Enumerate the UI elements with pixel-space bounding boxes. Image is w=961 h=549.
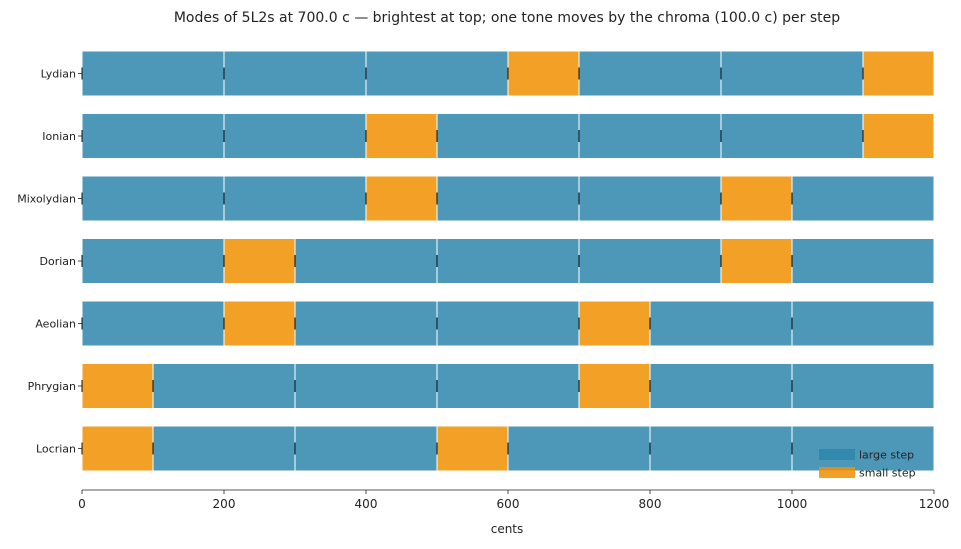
legend-swatch-small (819, 467, 855, 478)
step-segment-large (365, 50, 509, 97)
step-segment-large (294, 363, 438, 409)
legend: large step small step (819, 449, 916, 480)
x-tick-label: 1200 (919, 497, 950, 511)
mode-label: Phrygian (28, 380, 76, 393)
chart-title: Modes of 5L2s at 700.0 c — brightest at … (174, 10, 840, 26)
x-tick-label: 200 (213, 497, 236, 511)
step-segment-large (81, 113, 225, 159)
mode-row-ionian: Ionian (42, 113, 935, 159)
step-segment-small (81, 363, 154, 409)
mode-label: Aeolian (35, 318, 76, 331)
mode-label: Locrian (36, 443, 76, 456)
step-segment-small (720, 238, 793, 284)
step-segment-small (81, 425, 154, 472)
mode-row-dorian: Dorian (40, 238, 935, 284)
mode-row-mixolydian: Mixolydian (17, 175, 935, 222)
step-segment-large (152, 363, 296, 409)
step-segment-large (223, 175, 367, 222)
step-segment-large (294, 300, 438, 347)
step-segment-large (649, 300, 793, 347)
step-segment-large (578, 238, 722, 284)
mode-label: Lydian (41, 68, 76, 81)
step-segment-large (81, 300, 225, 347)
step-segment-small (862, 50, 935, 97)
step-segment-large (436, 363, 580, 409)
step-segment-large (791, 363, 935, 409)
mode-row-aeolian: Aeolian (35, 300, 935, 347)
step-segment-large (223, 113, 367, 159)
step-segment-large (791, 238, 935, 284)
step-segment-large (649, 425, 793, 472)
step-segment-large (223, 50, 367, 97)
x-tick-label: 800 (639, 497, 662, 511)
mode-row-lydian: Lydian (41, 50, 935, 97)
step-segment-small (578, 300, 651, 347)
x-axis-label: cents (491, 522, 524, 536)
step-segment-small (436, 425, 509, 472)
step-segment-large (294, 238, 438, 284)
mode-row-locrian: Locrian (36, 425, 935, 472)
x-tick-label: 1000 (777, 497, 808, 511)
x-axis: 0 200 400 600 800 1000 1200 (78, 489, 950, 511)
step-segment-small (507, 50, 580, 97)
step-segment-large (152, 425, 296, 472)
mode-rows: Lydian Ionian Mixolydian Dorian Aeolian Phryg… (17, 50, 935, 472)
step-segment-small (365, 113, 438, 159)
mode-label: Mixolydian (17, 193, 76, 206)
x-tick-label: 0 (78, 497, 86, 511)
mode-label: Ionian (42, 130, 76, 143)
step-segment-large (649, 363, 793, 409)
step-segment-small (862, 113, 935, 159)
step-segment-large (578, 175, 722, 222)
step-segment-large (294, 425, 438, 472)
step-segment-large (578, 113, 722, 159)
legend-label: small step (859, 467, 916, 480)
step-segment-small (365, 175, 438, 222)
step-segment-large (81, 238, 225, 284)
x-tick-label: 400 (355, 497, 378, 511)
step-segment-small (223, 238, 296, 284)
legend-swatch-large (819, 449, 855, 460)
step-segment-large (436, 113, 580, 159)
step-segment-large (578, 50, 722, 97)
step-segment-large (81, 50, 225, 97)
mode-label: Dorian (40, 255, 77, 268)
step-segment-large (436, 300, 580, 347)
step-segment-large (81, 175, 225, 222)
x-tick-label: 600 (497, 497, 520, 511)
step-segment-large (791, 175, 935, 222)
step-segment-large (436, 175, 580, 222)
step-segment-small (578, 363, 651, 409)
step-segment-large (791, 300, 935, 347)
step-segment-small (720, 175, 793, 222)
step-segment-large (720, 50, 864, 97)
step-segment-large (720, 113, 864, 159)
step-segment-large (507, 425, 651, 472)
step-segment-large (436, 238, 580, 284)
mode-row-phrygian: Phrygian (28, 363, 935, 409)
step-segment-small (223, 300, 296, 347)
step-segment-large (791, 425, 935, 472)
legend-label: large step (859, 449, 914, 462)
